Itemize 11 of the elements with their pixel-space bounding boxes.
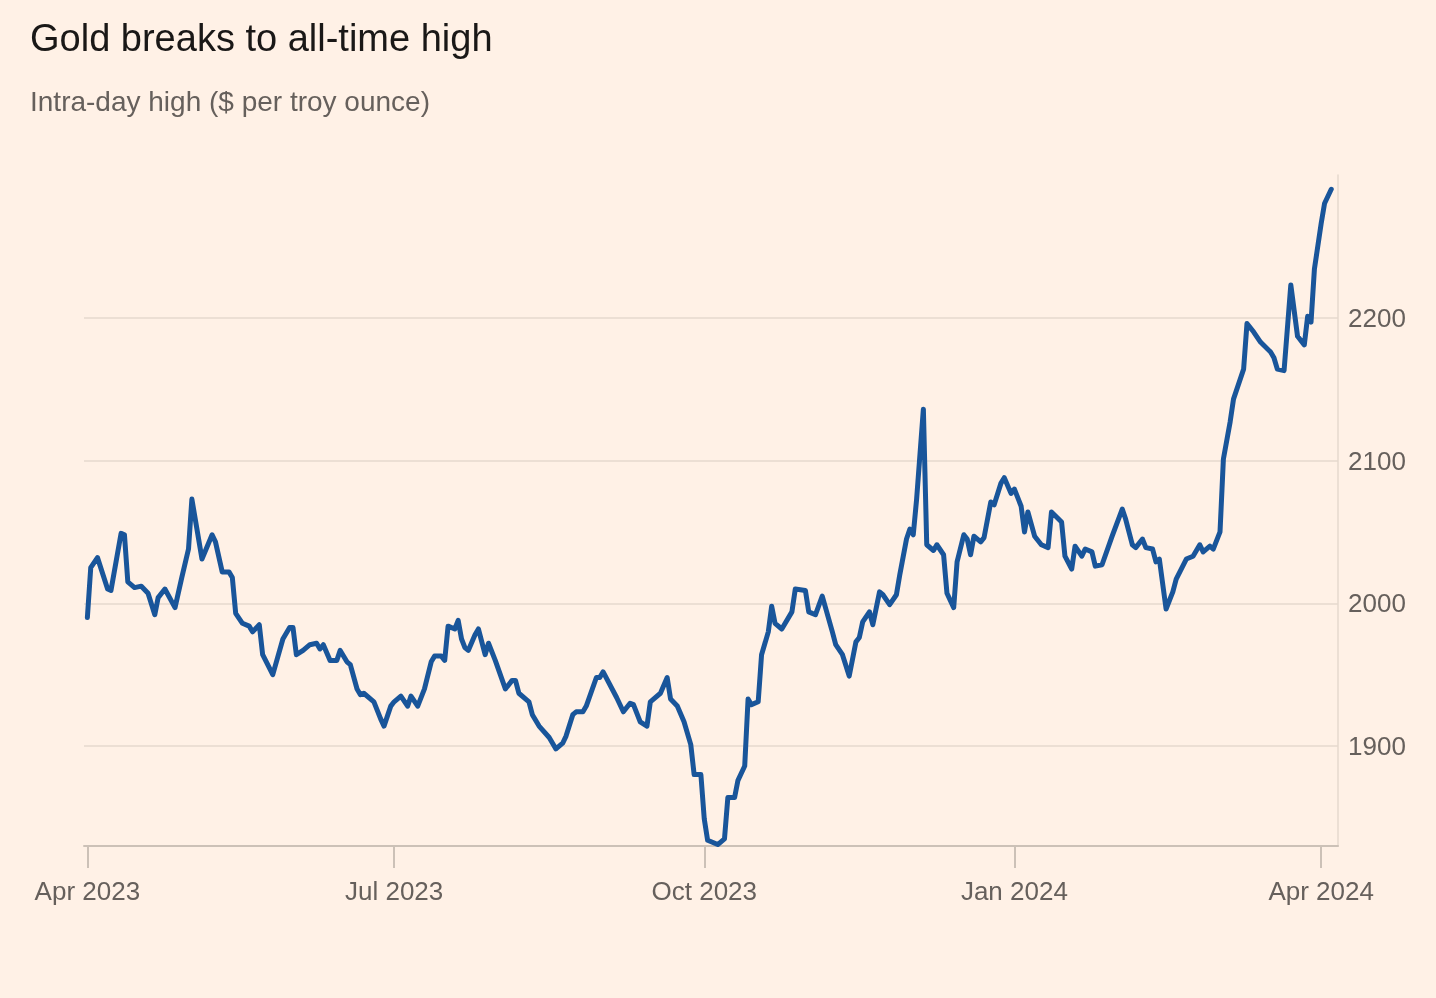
x-tick-label: Apr 2023: [34, 876, 141, 906]
y-tick-label: 2100: [1348, 445, 1406, 476]
y-tick-label: 2000: [1348, 588, 1406, 619]
chart-title: Gold breaks to all-time high: [30, 17, 493, 59]
y-tick-label: 1900: [1348, 731, 1406, 762]
x-tick-label: Oct 2023: [651, 876, 758, 906]
x-tick-label: Jan 2024: [960, 876, 1068, 906]
y-tick-label: 2200: [1348, 302, 1406, 333]
x-tick-label: Jul 2023: [344, 876, 444, 906]
x-tick-label: Apr 2024: [1268, 876, 1374, 906]
chart-subtitle: Intra-day high ($ per troy ounce): [30, 85, 430, 117]
